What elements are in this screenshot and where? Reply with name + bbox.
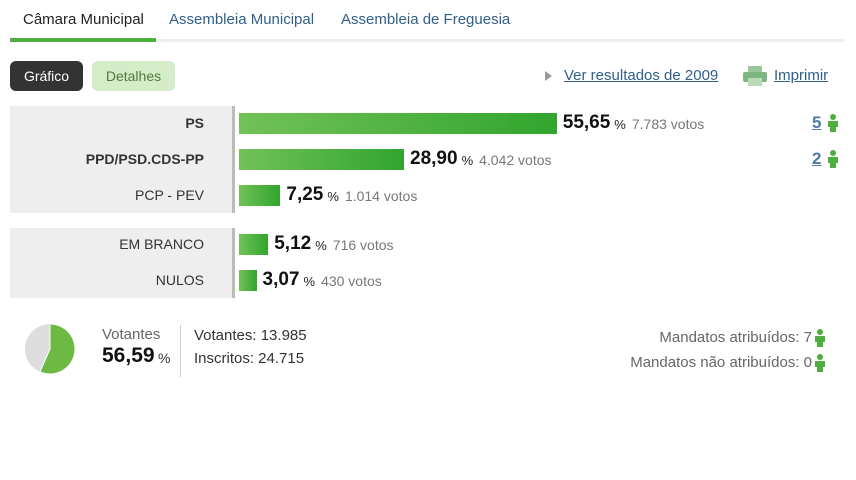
vote-bar — [239, 270, 257, 291]
mandates-link[interactable]: 5 — [812, 113, 822, 132]
arrow-icon — [545, 71, 552, 81]
person-icon — [814, 329, 826, 347]
turnout-percent: 56,59 — [102, 344, 155, 367]
turnout-label: Votantes — [102, 326, 161, 343]
vote-bar — [239, 149, 405, 170]
vote-count: 7.783 votos — [631, 116, 705, 132]
print-icon — [743, 66, 767, 86]
party-name: EM BRANCO — [119, 236, 204, 252]
unassigned-mandates: Mandatos não atribuídos: 0 — [630, 354, 812, 371]
percent-sign: % — [327, 189, 339, 204]
person-icon — [827, 114, 839, 132]
percent-sign: % — [614, 117, 626, 132]
percent-sign: % — [158, 350, 171, 366]
separator — [232, 228, 235, 298]
print-link[interactable]: Imprimir — [774, 67, 829, 84]
turnout-pie — [25, 323, 76, 375]
vote-percent: 28,90 — [410, 148, 458, 169]
vote-bar — [239, 185, 281, 206]
divider — [180, 325, 181, 377]
mandates-link[interactable]: 2 — [812, 149, 822, 168]
party-name: PCP - PEV — [135, 187, 204, 203]
tab[interactable]: Câmara Municipal — [23, 11, 144, 28]
percent-sign: % — [461, 153, 474, 168]
vote-count: 4.042 votos — [479, 152, 552, 168]
vote-percent: 3,07 — [262, 269, 300, 290]
percent-sign: % — [303, 274, 316, 289]
parties-panel — [10, 106, 232, 213]
tab-indicator — [10, 38, 156, 42]
vote-percent: 5,12 — [274, 233, 312, 254]
person-icon — [814, 354, 826, 372]
party-name: NULOS — [155, 272, 204, 288]
pie-slice — [39, 323, 76, 375]
registered-total: Inscritos: 24.715 — [194, 350, 305, 367]
vote-percent: 7,25 — [286, 184, 324, 205]
voters-total: Votantes: 13.985 — [194, 327, 307, 344]
separator — [232, 106, 235, 213]
tab-rule — [10, 39, 844, 42]
tab[interactable]: Assembleia Municipal — [169, 11, 315, 28]
percent-sign: % — [315, 238, 327, 253]
vote-bar — [239, 113, 557, 134]
vote-count: 716 votos — [332, 237, 394, 253]
chart-button[interactable]: Gráfico — [10, 61, 83, 91]
others-panel — [10, 228, 232, 298]
tab[interactable]: Assembleia de Freguesia — [341, 11, 511, 28]
vote-bar — [239, 234, 269, 255]
party-name: PPD/PSD.CDS-PP — [85, 151, 204, 167]
assigned-mandates: Mandatos atribuídos: 7 — [659, 329, 812, 346]
previous-results-link[interactable]: Ver resultados de 2009 — [564, 67, 719, 84]
party-name: PS — [185, 115, 204, 131]
vote-percent: 55,65 — [562, 112, 611, 133]
person-icon — [827, 150, 839, 168]
details-button[interactable]: Detalhes — [92, 61, 175, 91]
vote-count: 1.014 votos — [344, 188, 418, 204]
vote-count: 430 votos — [321, 273, 382, 289]
